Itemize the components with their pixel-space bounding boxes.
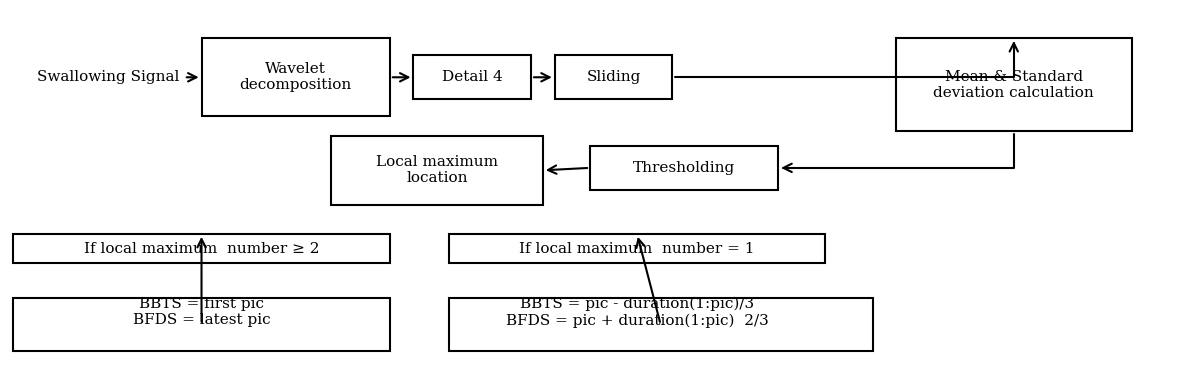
Text: If local maximum  number = 1: If local maximum number = 1	[519, 242, 755, 256]
FancyBboxPatch shape	[896, 38, 1132, 131]
FancyBboxPatch shape	[555, 55, 673, 99]
FancyBboxPatch shape	[13, 297, 389, 352]
FancyBboxPatch shape	[590, 146, 779, 190]
Text: Swallowing Signal: Swallowing Signal	[37, 70, 179, 84]
Text: Thresholding: Thresholding	[632, 161, 735, 175]
Text: BBTS = first pic
BFDS = latest pic: BBTS = first pic BFDS = latest pic	[132, 297, 270, 327]
Text: Wavelet
decomposition: Wavelet decomposition	[240, 62, 352, 92]
FancyBboxPatch shape	[332, 136, 543, 205]
Text: Sliding: Sliding	[586, 70, 641, 84]
FancyBboxPatch shape	[448, 297, 872, 352]
FancyBboxPatch shape	[202, 38, 389, 117]
Text: If local maximum  number ≥ 2: If local maximum number ≥ 2	[84, 242, 320, 256]
FancyBboxPatch shape	[413, 55, 531, 99]
Text: Detail 4: Detail 4	[441, 70, 503, 84]
FancyBboxPatch shape	[13, 234, 389, 263]
Text: Local maximum
location: Local maximum location	[376, 155, 498, 185]
Text: Mean & Standard
deviation calculation: Mean & Standard deviation calculation	[933, 70, 1094, 100]
Text: BBTS = pic - duration(1:pic)/3
BFDS = pic + duration(1:pic)  2/3: BBTS = pic - duration(1:pic)/3 BFDS = pi…	[506, 297, 768, 328]
FancyBboxPatch shape	[448, 234, 826, 263]
